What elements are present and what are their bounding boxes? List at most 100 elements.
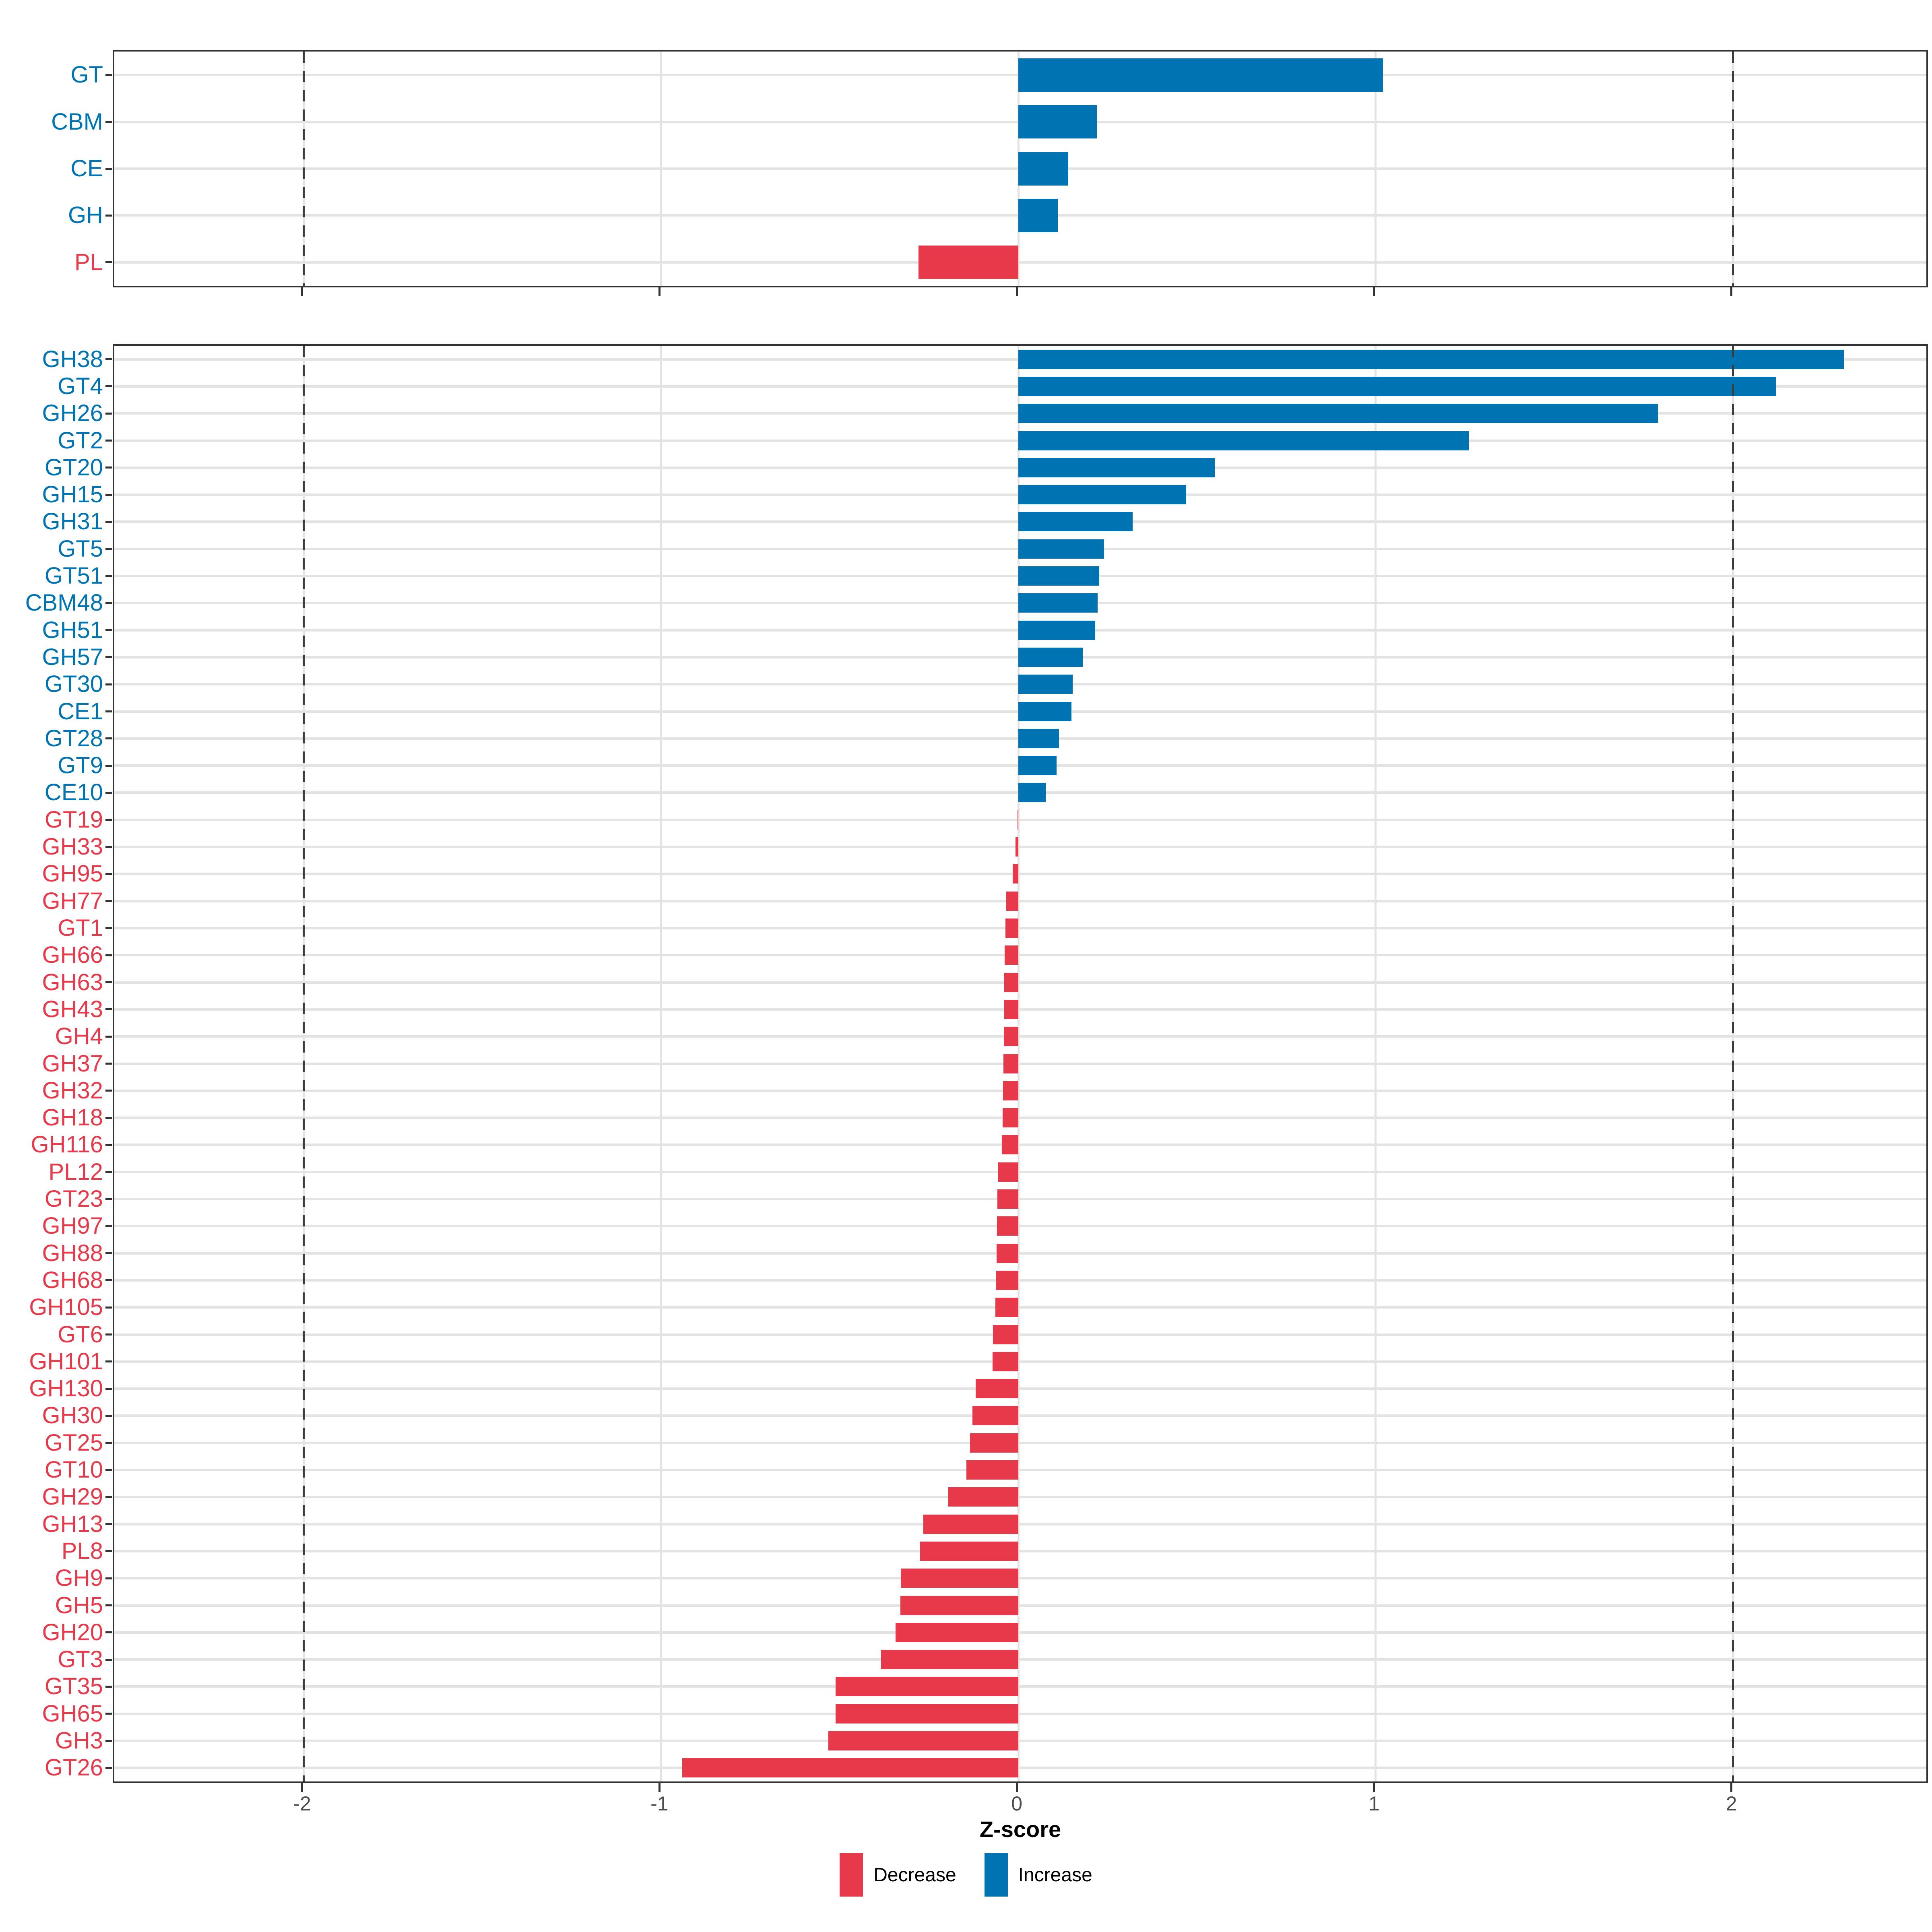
- y-axis-label-GT: GT: [70, 62, 103, 88]
- h-gridline: [114, 1658, 1926, 1661]
- h-gridline: [114, 927, 1926, 929]
- y-tick: [105, 385, 112, 388]
- bar-GH116: [1002, 1135, 1019, 1155]
- h-gridline: [114, 1740, 1926, 1742]
- bar-CBM: [1018, 105, 1097, 139]
- bar-GH5: [900, 1596, 1019, 1615]
- y-tick: [105, 1225, 112, 1227]
- bar-GH18: [1003, 1108, 1019, 1128]
- bar-GH4: [1003, 1027, 1019, 1046]
- bar-GH: [1018, 198, 1058, 232]
- bar-GH26: [1018, 404, 1658, 423]
- h-gridline: [114, 1035, 1926, 1038]
- y-tick: [105, 358, 112, 361]
- y-axis-label-GH3: GH3: [55, 1728, 103, 1754]
- y-tick: [105, 1090, 112, 1092]
- h-gridline: [114, 1604, 1926, 1607]
- y-tick: [105, 121, 112, 123]
- x-tick-label: 1: [1368, 1792, 1380, 1815]
- y-axis-label-GH32: GH32: [42, 1077, 103, 1104]
- y-axis-label-GT20: GT20: [44, 454, 103, 481]
- bar-GT35: [835, 1677, 1019, 1697]
- y-axis-label-PL8: PL8: [61, 1538, 103, 1564]
- h-gridline: [114, 1387, 1926, 1390]
- y-tick: [105, 1198, 112, 1200]
- h-gridline: [114, 1685, 1926, 1688]
- y-tick: [105, 1035, 112, 1038]
- y-axis-label-GH15: GH15: [42, 481, 103, 508]
- y-axis-label-PL12: PL12: [48, 1158, 103, 1185]
- h-gridline: [114, 1441, 1926, 1444]
- y-tick: [105, 1387, 112, 1390]
- bar-PL8: [920, 1541, 1019, 1561]
- y-tick: [105, 1713, 112, 1715]
- legend-label-decrease: Decrease: [873, 1864, 956, 1886]
- x-tick: [1730, 1783, 1733, 1792]
- y-tick: [105, 261, 112, 264]
- y-tick: [105, 167, 112, 170]
- h-gridline: [114, 1712, 1926, 1715]
- bar-GH65: [835, 1704, 1019, 1724]
- legend-label-increase: Increase: [1018, 1864, 1092, 1886]
- h-gridline: [114, 1144, 1926, 1146]
- y-axis-label-GH105: GH105: [29, 1294, 103, 1321]
- bar-GT10: [966, 1460, 1019, 1480]
- y-tick: [105, 954, 112, 956]
- x-tick: [1730, 287, 1733, 296]
- y-tick: [105, 629, 112, 632]
- bar-CBM48: [1018, 593, 1098, 613]
- y-tick: [105, 656, 112, 658]
- y-axis-label-GH20: GH20: [42, 1619, 103, 1645]
- x-tick: [1373, 287, 1375, 296]
- bar-GH30: [972, 1406, 1019, 1426]
- y-tick: [105, 927, 112, 929]
- y-axis-label-GT28: GT28: [44, 725, 103, 751]
- y-axis-label-GT23: GT23: [44, 1186, 103, 1212]
- y-tick: [105, 1658, 112, 1661]
- y-tick: [105, 791, 112, 794]
- legend-entry-decrease: Decrease: [840, 1853, 956, 1897]
- bar-GH29: [948, 1487, 1019, 1507]
- h-gridline: [114, 1279, 1926, 1282]
- h-gridline: [114, 818, 1926, 821]
- h-gridline: [114, 1198, 1926, 1200]
- y-axis-label-GT26: GT26: [44, 1754, 103, 1781]
- y-axis-label-GH9: GH9: [55, 1565, 103, 1591]
- bar-GH43: [1004, 999, 1019, 1019]
- y-axis-label-GT1: GT1: [58, 914, 103, 941]
- x-axis-title: Z-score: [979, 1816, 1061, 1842]
- y-tick: [105, 1685, 112, 1688]
- h-gridline: [114, 1333, 1926, 1336]
- y-axis-label-GT2: GT2: [58, 427, 103, 454]
- y-tick: [105, 1063, 112, 1065]
- y-tick: [105, 1740, 112, 1742]
- y-tick: [105, 981, 112, 984]
- x-tick: [1373, 1783, 1375, 1792]
- y-axis-label-GH95: GH95: [42, 861, 103, 887]
- y-axis-label-GH101: GH101: [29, 1348, 103, 1375]
- y-tick: [105, 548, 112, 550]
- y-tick: [105, 819, 112, 821]
- bar-GT28: [1018, 729, 1059, 748]
- h-gridline: [114, 1523, 1926, 1525]
- h-gridline: [114, 1550, 1926, 1552]
- y-axis-label-GT4: GT4: [58, 373, 103, 399]
- y-tick: [105, 1550, 112, 1552]
- h-gridline: [114, 1008, 1926, 1011]
- y-tick: [105, 1604, 112, 1607]
- y-tick: [105, 1442, 112, 1444]
- h-gridline: [114, 873, 1926, 875]
- decrease-swatch: [840, 1853, 863, 1897]
- y-axis-label-PL: PL: [74, 249, 103, 275]
- y-axis-label-GH26: GH26: [42, 400, 103, 427]
- y-tick: [105, 846, 112, 848]
- y-tick: [105, 493, 112, 496]
- y-tick: [105, 575, 112, 577]
- cazyme-class-panel: [113, 50, 1928, 287]
- y-tick: [105, 1414, 112, 1417]
- y-tick: [105, 1469, 112, 1471]
- h-gridline: [114, 1469, 1926, 1472]
- y-tick: [105, 900, 112, 902]
- y-axis-label-GH: GH: [68, 202, 103, 229]
- bar-GH3: [828, 1731, 1019, 1751]
